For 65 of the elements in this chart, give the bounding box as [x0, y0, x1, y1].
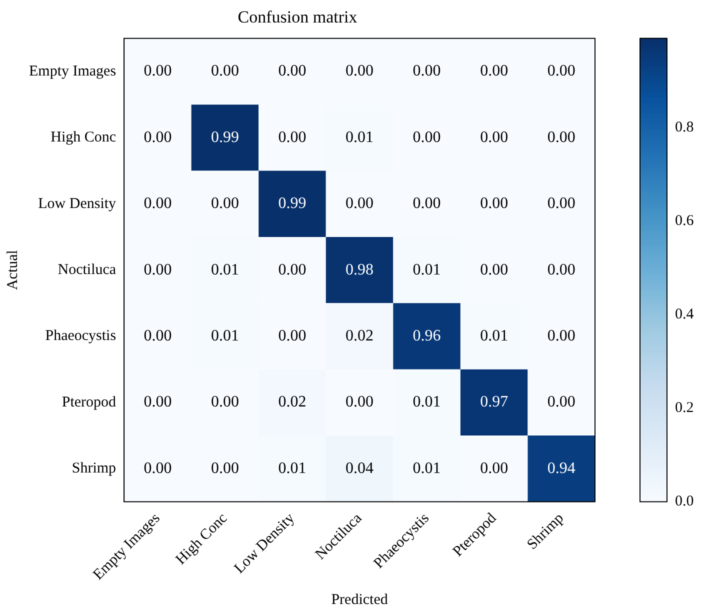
data-label: 0.01 — [210, 327, 239, 344]
data-label: 0.00 — [144, 128, 172, 146]
data-label: 0.00 — [547, 394, 576, 411]
data-label: 0.00 — [346, 62, 374, 80]
data-label: 0.00 — [144, 195, 172, 212]
data-label: 0.02 — [346, 327, 374, 344]
data-label: 0.00 — [278, 327, 306, 344]
y-tick-label: Shrimp — [72, 460, 116, 477]
color-bar-label: 0.0 — [675, 494, 694, 510]
data-label: 0.00 — [210, 195, 239, 212]
y-tick-label: Phaeocystis — [45, 328, 116, 344]
x-axis-title: Predicted — [331, 592, 388, 608]
data-label: 0.04 — [346, 460, 374, 477]
data-label: 0.00 — [480, 62, 508, 80]
data-label: 0.00 — [412, 62, 441, 80]
data-label: 0.00 — [210, 460, 239, 477]
data-label: 0.01 — [210, 261, 239, 278]
data-label: 0.98 — [346, 261, 374, 278]
data-label: 0.00 — [480, 128, 508, 146]
data-label: 0.00 — [144, 327, 172, 344]
chart-title: Confusion matrix — [238, 8, 358, 27]
x-tick-label: High Conc — [173, 510, 231, 568]
data-label: 0.00 — [278, 128, 306, 146]
y-tick-label: Pteropod — [62, 394, 117, 410]
data-label: 0.01 — [278, 460, 306, 477]
data-label: 0.00 — [346, 394, 374, 411]
data-label: 0.01 — [412, 394, 441, 411]
data-label: 0.00 — [144, 460, 172, 477]
data-label: 0.99 — [278, 195, 306, 212]
data-label: 0.00 — [547, 62, 576, 80]
data-label: 0.00 — [480, 460, 508, 477]
data-label: 0.00 — [144, 394, 172, 411]
data-label: 0.00 — [480, 261, 508, 278]
data-label: 0.00 — [278, 261, 306, 278]
data-label: 0.00 — [547, 128, 576, 146]
data-label: 0.00 — [547, 195, 576, 212]
data-label: 0.00 — [547, 261, 576, 278]
data-label: 0.94 — [547, 460, 576, 477]
data-label: 0.00 — [547, 327, 576, 344]
data-label: 0.00 — [480, 195, 508, 212]
data-label: 0.02 — [278, 394, 306, 411]
data-label: 0.00 — [412, 195, 441, 212]
data-label: 0.00 — [210, 62, 239, 80]
color-bar-label: 0.8 — [675, 119, 694, 136]
y-tick-label: Low Density — [38, 196, 117, 212]
data-label: 0.00 — [144, 261, 172, 278]
data-label: 0.99 — [210, 128, 239, 146]
y-tick-label: High Conc — [50, 130, 116, 146]
data-label: 0.01 — [412, 261, 441, 278]
data-label: 0.01 — [480, 327, 508, 344]
data-label: 0.97 — [480, 394, 508, 411]
data-label: 0.01 — [412, 460, 441, 477]
data-label: 0.96 — [412, 327, 441, 344]
data-label: 0.00 — [346, 195, 374, 212]
data-label: 0.00 — [210, 394, 239, 411]
y-tick-label: Noctiluca — [58, 262, 116, 278]
data-label: 0.00 — [278, 62, 306, 80]
data-label: 0.00 — [144, 62, 172, 80]
y-axis-title: Actual — [4, 250, 21, 290]
data-label: 0.00 — [412, 128, 441, 146]
data-label: 0.01 — [346, 128, 374, 146]
y-tick-label: Empty Images — [28, 63, 116, 80]
color-bar-label: 0.2 — [675, 400, 694, 416]
color-bar-label: 0.4 — [675, 306, 694, 322]
color-bar-label: 0.6 — [675, 212, 694, 229]
